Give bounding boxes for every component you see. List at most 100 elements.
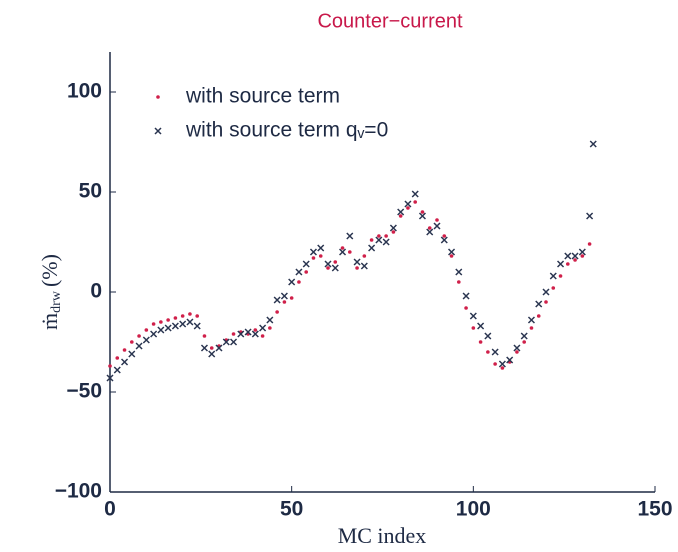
point bbox=[346, 232, 354, 240]
point bbox=[311, 256, 316, 260]
point bbox=[413, 200, 418, 204]
point bbox=[288, 278, 296, 286]
point bbox=[164, 324, 172, 332]
point bbox=[113, 366, 121, 374]
point bbox=[369, 238, 374, 242]
point bbox=[304, 270, 309, 274]
point bbox=[558, 274, 563, 278]
point bbox=[426, 228, 434, 236]
point bbox=[486, 350, 490, 354]
point bbox=[587, 242, 592, 246]
point bbox=[484, 332, 492, 340]
point bbox=[106, 374, 114, 382]
point bbox=[353, 258, 361, 266]
point bbox=[398, 214, 403, 218]
point bbox=[513, 344, 521, 352]
point bbox=[333, 260, 338, 264]
point bbox=[137, 334, 141, 338]
point bbox=[289, 296, 294, 300]
point bbox=[535, 300, 543, 308]
point bbox=[297, 280, 301, 284]
point bbox=[448, 248, 456, 256]
point bbox=[404, 200, 412, 208]
point bbox=[259, 324, 267, 332]
point bbox=[529, 326, 534, 330]
point bbox=[462, 292, 470, 300]
y-axis-label: ṁdrw (%) bbox=[37, 254, 64, 330]
y-label-sub: drw bbox=[49, 290, 64, 313]
point bbox=[355, 266, 359, 270]
point bbox=[188, 312, 192, 316]
point bbox=[135, 342, 143, 350]
y-tick-label: 100 bbox=[67, 80, 102, 103]
point bbox=[318, 254, 323, 258]
point bbox=[520, 332, 528, 340]
point bbox=[171, 322, 179, 330]
point bbox=[564, 252, 572, 260]
point bbox=[230, 338, 238, 346]
point bbox=[215, 344, 223, 352]
point bbox=[237, 330, 245, 338]
point bbox=[427, 226, 432, 230]
point bbox=[471, 326, 476, 330]
point bbox=[326, 266, 330, 270]
point bbox=[282, 300, 287, 304]
y-tick-label: 50 bbox=[79, 180, 102, 203]
point bbox=[449, 254, 454, 258]
point bbox=[260, 334, 265, 338]
point bbox=[253, 328, 258, 332]
point bbox=[420, 210, 425, 214]
point bbox=[360, 262, 368, 270]
point bbox=[557, 260, 565, 268]
point bbox=[331, 264, 339, 272]
point bbox=[551, 286, 556, 290]
legend-label: with source term qᵥ=0 bbox=[185, 119, 388, 142]
point bbox=[324, 260, 332, 268]
point bbox=[231, 332, 236, 336]
point bbox=[544, 300, 548, 304]
point bbox=[522, 340, 526, 344]
point bbox=[491, 348, 499, 356]
point bbox=[208, 350, 216, 358]
point bbox=[578, 248, 586, 256]
point bbox=[586, 212, 594, 220]
point bbox=[418, 212, 426, 220]
legend-marker bbox=[156, 95, 160, 99]
point bbox=[275, 310, 279, 314]
point bbox=[340, 246, 345, 250]
point bbox=[536, 314, 541, 318]
point bbox=[339, 248, 347, 256]
point bbox=[193, 322, 201, 330]
point bbox=[159, 320, 163, 324]
y-tick-label: −100 bbox=[55, 480, 102, 503]
x-tick-label: 100 bbox=[456, 498, 491, 521]
point bbox=[128, 350, 136, 358]
point bbox=[180, 314, 185, 318]
point bbox=[527, 316, 535, 324]
point bbox=[302, 260, 310, 268]
point bbox=[166, 318, 170, 322]
point bbox=[251, 330, 259, 338]
point bbox=[457, 280, 461, 284]
point bbox=[506, 356, 514, 364]
point bbox=[108, 364, 112, 368]
point bbox=[130, 340, 134, 344]
y-label-unit: (%) bbox=[37, 254, 62, 287]
legend-marker bbox=[154, 127, 162, 135]
point bbox=[317, 244, 325, 252]
point bbox=[200, 344, 208, 352]
chart-title: Counter−current bbox=[317, 10, 463, 32]
point bbox=[440, 236, 448, 244]
point bbox=[433, 222, 441, 230]
point bbox=[589, 140, 597, 148]
point bbox=[515, 350, 519, 354]
point bbox=[389, 224, 397, 232]
point bbox=[464, 306, 468, 310]
point bbox=[157, 326, 165, 334]
point bbox=[411, 190, 419, 198]
point bbox=[478, 340, 483, 344]
y-tick-label: 0 bbox=[90, 280, 102, 303]
point bbox=[498, 360, 506, 368]
point bbox=[580, 254, 585, 258]
point bbox=[348, 250, 352, 254]
